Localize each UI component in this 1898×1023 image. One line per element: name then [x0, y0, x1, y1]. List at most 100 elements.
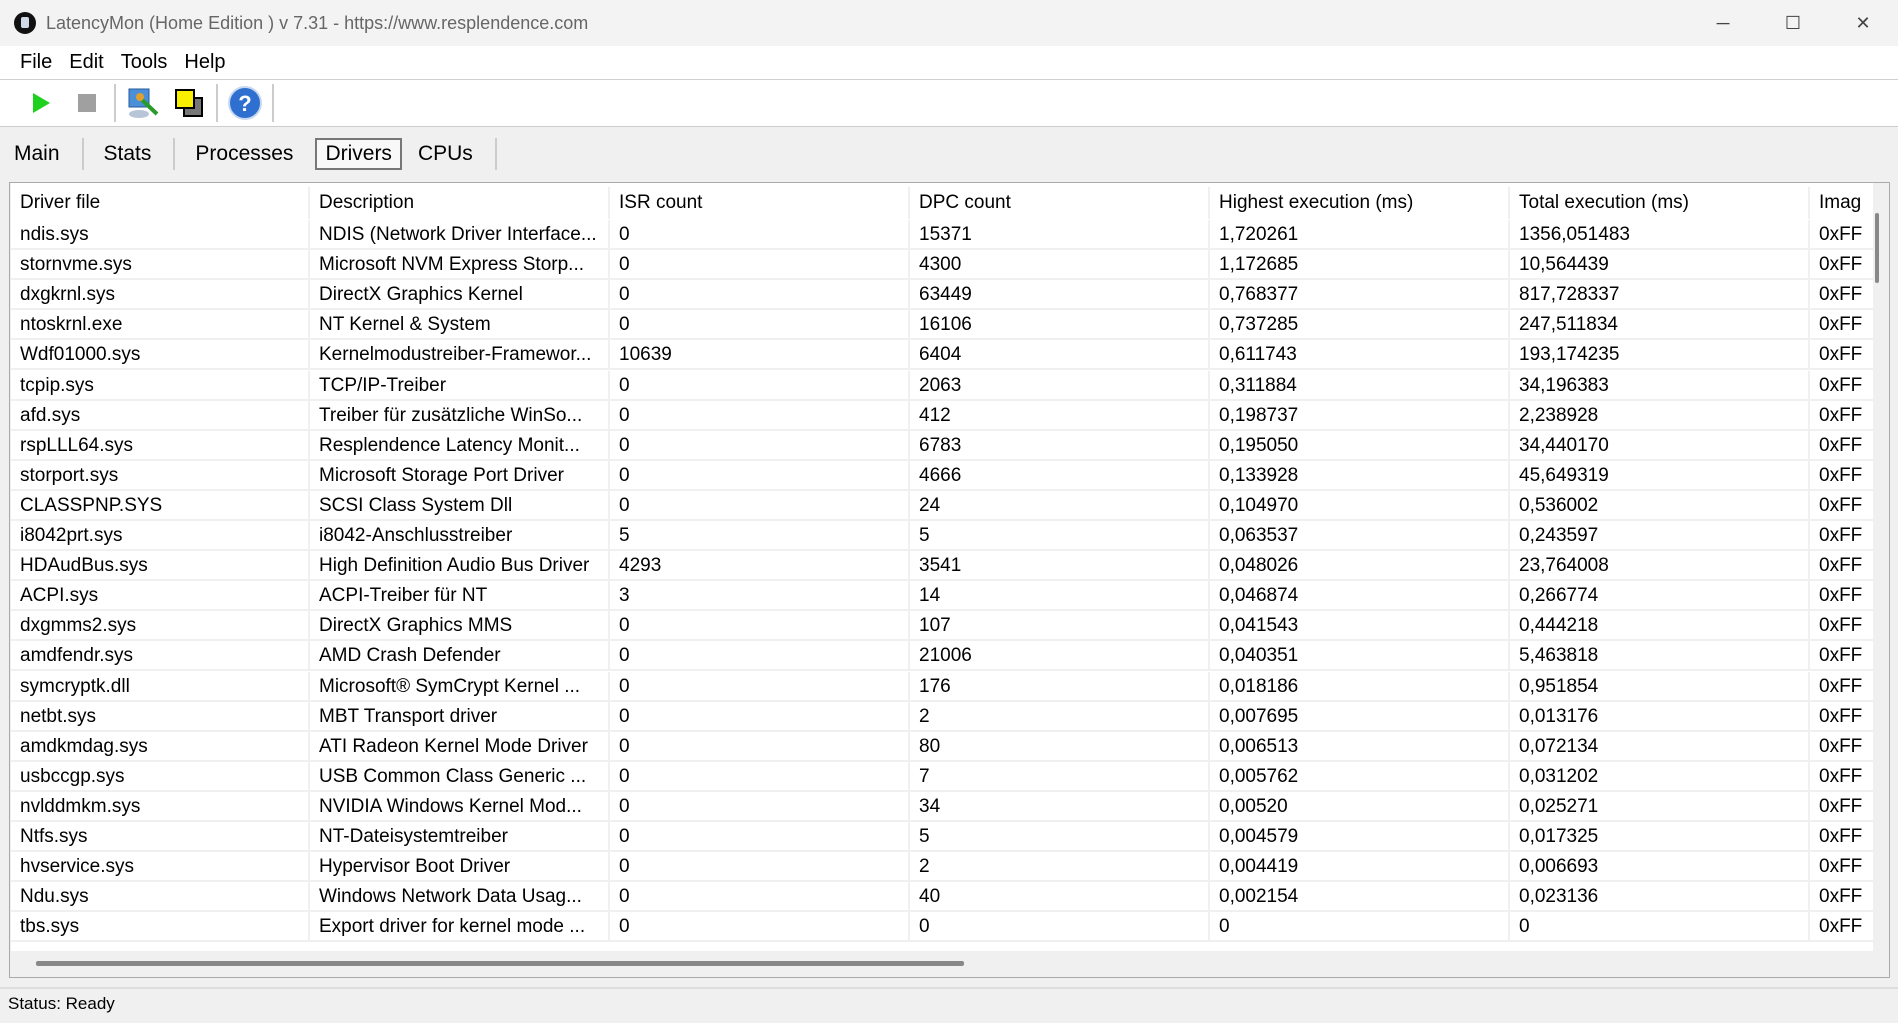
menu-edit[interactable]: Edit [69, 51, 104, 73]
tab-drivers[interactable]: Drivers [315, 138, 402, 170]
table-row[interactable]: netbt.sys MBT Transport driver 0 2 0,007695 0… [11, 701, 1873, 732]
column-header[interactable]: Driver file [11, 187, 310, 219]
table-cell: 0xFF [1819, 374, 1863, 396]
table-row[interactable]: tcpip.sys TCP/IP-Treiber 0 2063 0,311884 34,1… [11, 370, 1873, 401]
table-cell: 0 [610, 701, 910, 730]
table-cell: 0xFF [1819, 254, 1863, 276]
table-row[interactable]: tbs.sys Export driver for kernel mode ...… [11, 912, 1873, 943]
tab-processes[interactable]: Processes [195, 142, 294, 165]
table-cell: 0xFF [1819, 795, 1863, 817]
table-cell: 0xFF [1819, 494, 1863, 516]
table-cell: 0,041543 [1210, 611, 1510, 640]
table-cell: 0xFF [1819, 555, 1863, 577]
table-row[interactable]: stornvme.sys Microsoft NVM Express Storp.… [11, 250, 1873, 281]
table-row[interactable]: Ndu.sys Windows Network Data Usag... 0 40 0,… [11, 882, 1873, 913]
table-cell: 0,198737 [1210, 400, 1510, 429]
column-header[interactable]: ISR count [610, 187, 910, 219]
start-button[interactable] [22, 84, 60, 122]
table-cell: 0 [610, 400, 910, 429]
table-row[interactable]: rspLLL64.sys Resplendence Latency Monit..… [11, 430, 1873, 461]
table-cell: NT Kernel & System [310, 310, 610, 339]
table-cell: afd.sys [11, 400, 310, 429]
table-cell: 80 [910, 731, 1210, 760]
table-row[interactable]: Wdf01000.sys Kernelmodustreiber-Framewor.… [11, 340, 1873, 371]
status-bar: Status: Ready [0, 987, 1898, 1023]
table-row[interactable]: amdkmdag.sys ATI Radeon Kernel Mode Drive… [11, 731, 1873, 762]
table-row[interactable]: Ntfs.sys NT-Dateisystemtreiber 0 5 0,004579 0… [11, 822, 1873, 852]
maximize-button[interactable]: ☐ [1784, 12, 1802, 33]
table-row[interactable]: HDAudBus.sys High Definition Audio Bus Dr… [11, 551, 1873, 582]
close-button[interactable]: ✕ [1855, 12, 1871, 33]
window-title: LatencyMon (Home Edition ) v 7.31 - http… [46, 12, 589, 33]
table-cell: 6783 [910, 430, 1210, 459]
table-cell: 0,133928 [1210, 460, 1510, 489]
column-header[interactable]: DPC count [910, 187, 1210, 219]
table-cell: USB Common Class Generic ... [310, 761, 610, 790]
table-cell: 10,564439 [1510, 250, 1810, 279]
column-header[interactable]: Imag [1819, 192, 1862, 213]
table-cell: 1,720261 [1210, 220, 1510, 248]
windows-icon [175, 89, 203, 117]
drivers-table: Driver file Description ISR count DPC count… [9, 182, 1890, 978]
table-row[interactable]: hvservice.sys Hypervisor Boot Driver 0 2 0,0… [11, 852, 1873, 883]
table-row[interactable]: storport.sys Microsoft Storage Port Drive… [11, 460, 1873, 491]
column-header[interactable]: Total execution (ms) [1510, 187, 1810, 219]
table-row[interactable]: dxgkrnl.sys DirectX Graphics Kernel 0 63449… [11, 280, 1873, 311]
table-cell: 0,046874 [1210, 581, 1510, 610]
table-cell: Kernelmodustreiber-Framewor... [310, 340, 610, 369]
table-row[interactable]: ndis.sys NDIS (Network Driver Interface..… [11, 220, 1873, 250]
analyze-icon [128, 88, 159, 118]
svg-text:?: ? [238, 91, 251, 116]
table-cell: 6404 [910, 340, 1210, 369]
table-cell: 24 [910, 490, 1210, 519]
table-cell: amdfendr.sys [11, 641, 310, 670]
table-cell: 0xFF [1819, 675, 1863, 697]
table-cell: i8042-Anschlusstreiber [310, 521, 610, 549]
table-row[interactable]: nvlddmkm.sys NVIDIA Windows Kernel Mod...… [11, 791, 1873, 822]
horizontal-scrollbar[interactable] [36, 961, 964, 966]
vertical-scrollbar[interactable] [1875, 213, 1879, 283]
table-cell: 0 [610, 280, 910, 309]
menu-tools[interactable]: Tools [120, 51, 168, 73]
table-cell: 0,005762 [1210, 761, 1510, 790]
menu-file[interactable]: File [20, 51, 53, 73]
table-row[interactable]: symcryptk.dll Microsoft® SymCrypt Kernel … [11, 671, 1873, 702]
table-cell: 0xFF [1819, 434, 1863, 456]
minimize-button[interactable]: ─ [1716, 12, 1730, 33]
tab-stats[interactable]: Stats [94, 138, 176, 170]
table-row[interactable]: usbccgp.sys USB Common Class Generic ... 0… [11, 761, 1873, 792]
table-row[interactable]: ntoskrnl.exe NT Kernel & System 0 16106 0,73… [11, 310, 1873, 341]
windows-button[interactable] [170, 84, 208, 122]
tab-cpus[interactable]: CPUs [408, 138, 497, 170]
table-cell: 0,048026 [1210, 551, 1510, 580]
table-cell: 0 [610, 250, 910, 279]
table-cell: 16106 [910, 310, 1210, 339]
table-cell: Hypervisor Boot Driver [310, 852, 610, 881]
table-row[interactable]: i8042prt.sys i8042-Anschlusstreiber 5 5 0,06… [11, 521, 1873, 551]
column-header[interactable]: Description [310, 187, 610, 219]
table-cell: 0 [610, 490, 910, 519]
table-row[interactable]: CLASSPNP.SYS SCSI Class System Dll 0 24 0,10… [11, 490, 1873, 521]
menu-help[interactable]: Help [184, 51, 226, 73]
table-row[interactable]: amdfendr.sys AMD Crash Defender 0 21006 0,04… [11, 641, 1873, 672]
help-button[interactable]: ? [226, 84, 264, 122]
table-cell: NDIS (Network Driver Interface... [310, 220, 610, 248]
table-row[interactable]: dxgmms2.sys DirectX Graphics MMS 0 107 0,041… [11, 611, 1873, 642]
table-cell: Microsoft NVM Express Storp... [310, 250, 610, 279]
table-cell: 176 [910, 671, 1210, 700]
table-row[interactable]: ACPI.sys ACPI-Treiber für NT 3 14 0,046874 0,… [11, 581, 1873, 612]
table-cell: 0 [610, 430, 910, 459]
table-cell: 0,023136 [1510, 882, 1810, 911]
table-row[interactable]: afd.sys Treiber für zusätzliche WinSo... 0… [11, 400, 1873, 431]
table-cell: 0xFF [1819, 886, 1863, 908]
table-cell: 0,004419 [1210, 852, 1510, 881]
table-cell: 5 [910, 521, 1210, 549]
analyze-button[interactable] [124, 84, 162, 122]
stop-button[interactable] [68, 84, 106, 122]
column-header[interactable]: Highest execution (ms) [1210, 187, 1510, 219]
table-cell: 4293 [610, 551, 910, 580]
table-cell: 247,511834 [1510, 310, 1810, 339]
table-cell: 0 [610, 761, 910, 790]
tab-main[interactable]: Main [4, 138, 84, 170]
app-icon [14, 12, 36, 34]
